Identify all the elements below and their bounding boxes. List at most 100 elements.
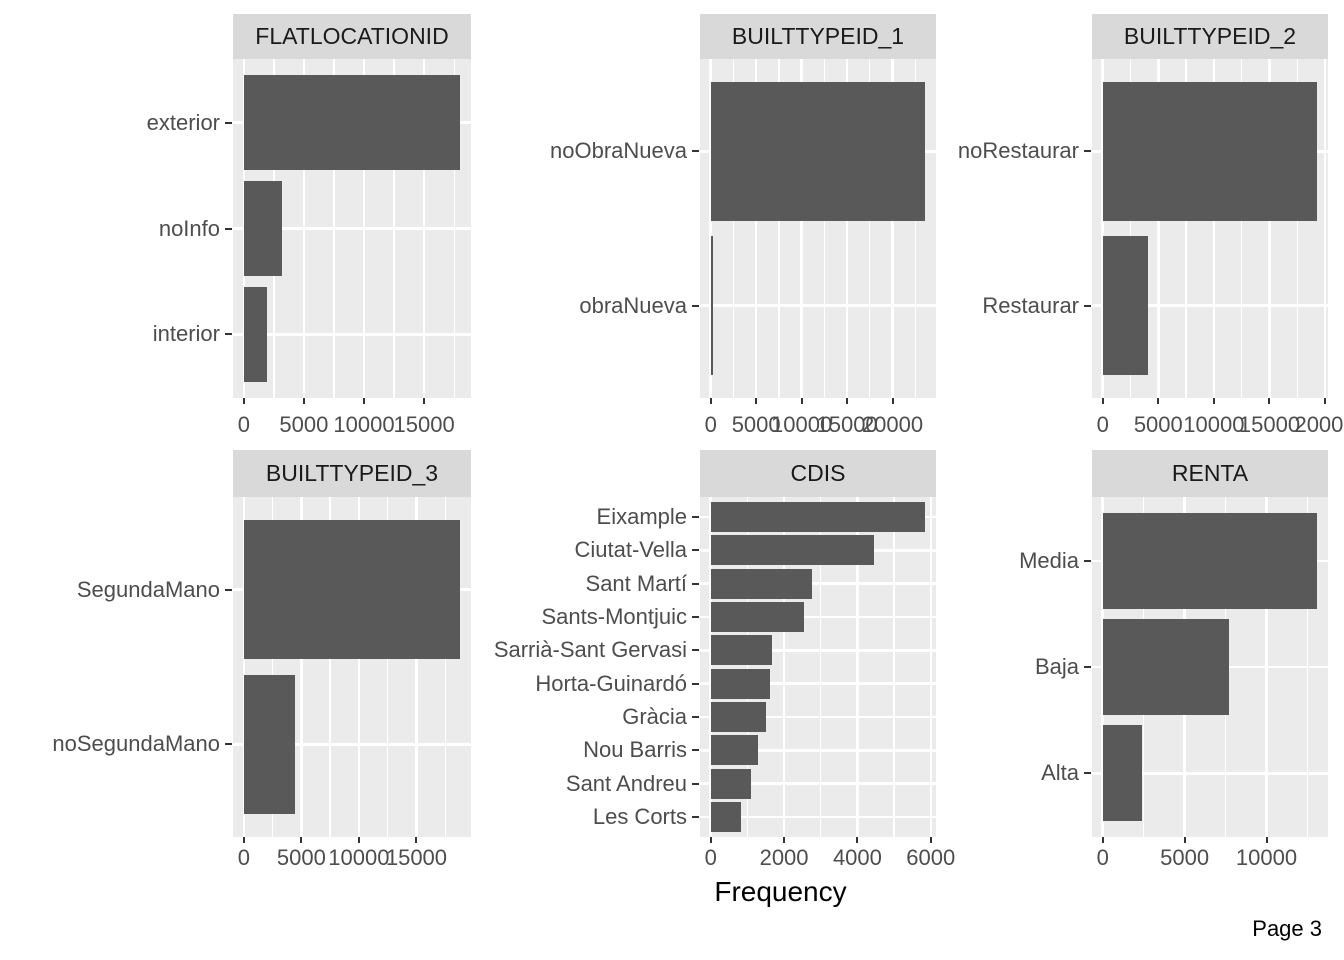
y-axis-label-obranueva: obraNueva [579,292,687,318]
gridline-major [1212,59,1216,398]
y-axis-label-gracia: Gràcia [622,704,687,729]
x-axis-tick-label: 0 [704,845,717,870]
gridline-major [754,59,758,398]
x-axis-tick-mark [1265,837,1268,843]
bar-horta-guinardo [710,668,770,699]
bar-les-corts [710,802,741,832]
x-axis-tick-label: 0 [1096,845,1109,870]
y-axis-label-sants-montjuic: Sants-Montjuic [541,604,687,629]
y-axis-label-norestaurar: noRestaurar [957,138,1079,164]
gridline-major [700,682,936,685]
y-axis-tick-mark [692,304,699,307]
gridline-major [700,749,936,752]
bar-obranueva [710,236,714,375]
bar-sant-andreu [710,768,752,799]
y-axis-tick-mark [692,749,699,752]
plot-panel-renta [1092,497,1328,837]
bar-nou-barris [710,735,759,766]
x-axis-tick-mark [1157,398,1160,404]
x-axis-tick-mark [363,398,366,404]
facet-strip-title-flatlocationid: FLATLOCATIONID [255,23,449,49]
y-axis-label-nosegundamano: noSegundaMano [52,731,220,757]
gridline-major [700,304,936,307]
gridline-minor [914,59,916,398]
y-axis-tick-mark [1084,559,1091,562]
gridline-major [700,615,936,619]
gridline-major [242,497,246,837]
bar-restaurar [1102,236,1148,375]
x-axis-tick-mark [856,837,859,843]
bar-sant-marti [710,568,812,599]
y-axis-tick-mark [692,616,699,618]
bar-sants-montjuic [710,602,804,632]
y-axis-label-noobranueva: noObraNueva [550,138,687,164]
facet-strip-builttypeid-2: BUILTTYPEID_2 [1092,14,1328,59]
gridline-major [700,649,936,652]
gridline-major [1101,59,1104,398]
gridline-major [1323,59,1327,398]
y-axis-label-exterior: exterior [146,109,220,135]
gridline-major [415,497,418,837]
facet-strip-title-builttypeid-2: BUILTTYPEID_2 [1123,23,1297,49]
gridline-major [1268,59,1271,398]
bar-eixample [710,502,926,532]
x-axis-tick-mark [846,398,849,404]
gridline-major [700,815,936,819]
x-axis-tick-label: 15000 [816,412,878,437]
y-axis-tick-mark [692,649,699,652]
bar-gracia [710,702,766,732]
y-axis-label-horta-guinardo: Horta-Guinardó [535,670,687,696]
y-axis-label-noinfo: noInfo [158,215,220,241]
gridline-major [891,59,894,398]
y-axis-label-sarria-sant-gervasi: Sarrià-Sant Gervasi [493,637,687,663]
y-axis-tick-mark [225,588,232,591]
gridline-major [856,497,859,837]
x-axis-tick-mark [891,398,894,404]
facet-strip-renta: RENTA [1092,450,1328,497]
gridline-major [700,582,936,585]
gridline-minor [387,497,389,837]
y-axis-label-segundamano: SegundaMano [76,576,220,602]
gridline-minor [869,59,871,398]
x-axis-tick-label: 5000 [731,412,781,437]
facet-strip-title-builttypeid-3: BUILTTYPEID_3 [265,460,439,486]
plot-panel-builttypeid-2 [1092,59,1328,398]
y-axis-label-eixample: Eixample [596,504,687,529]
gridline-minor [823,59,825,398]
x-axis-tick-mark [1212,398,1215,404]
x-axis-tick-label: 2000 [759,845,809,870]
y-axis-tick-mark [1084,666,1091,668]
gridline-major [1092,772,1328,775]
y-axis-tick-mark [692,682,699,685]
y-axis-tick-mark [225,333,232,336]
y-axis-label-restaurar: Restaurar [982,292,1079,318]
facet-strip-flatlocationid: FLATLOCATIONID [233,14,471,59]
bar-baja [1102,619,1229,715]
gridline-major [233,227,471,230]
gridline-major [300,497,303,837]
y-axis-label-sant-marti: Sant Martí [585,570,687,596]
gridline-minor [732,59,735,398]
x-axis-tick-mark [709,398,712,404]
gridline-minor [893,497,895,837]
gridline-minor [444,497,446,837]
y-axis-label-alta: Alta [1041,760,1079,786]
x-axis-tick-label: 6000 [906,845,956,870]
x-axis-tick-mark [709,837,712,843]
x-axis-tick-mark [755,398,758,404]
y-axis-tick-mark [225,121,232,124]
x-axis-tick-label: 0 [237,845,250,870]
gridline-minor [1185,59,1187,398]
x-axis-tick-label: 15000 [1238,412,1301,437]
x-axis-tick-mark [783,837,786,843]
x-axis-tick-mark [357,837,360,843]
bar-nosegundamano [243,674,296,814]
bar-exterior [243,74,461,171]
x-axis-tick-mark [800,398,803,404]
y-axis-label-baja: Baja [1034,654,1079,679]
x-axis-tick-mark [1183,837,1186,843]
gridline-minor [820,497,822,837]
bar-sarria-sant-gervasi [710,635,772,666]
x-axis-tick-mark [423,398,426,404]
x-axis-tick-label: 0 [237,412,250,437]
